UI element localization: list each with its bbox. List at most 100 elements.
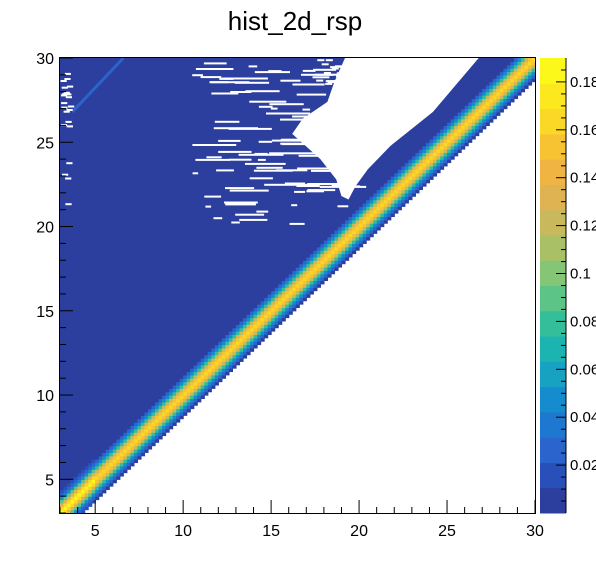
heat-cell bbox=[179, 337, 184, 342]
heat-cell bbox=[91, 438, 96, 443]
heat-cell bbox=[116, 219, 121, 224]
heat-cell bbox=[116, 277, 121, 282]
heat-cell bbox=[285, 293, 290, 298]
heat-cell bbox=[334, 209, 339, 214]
heat-cell bbox=[84, 300, 89, 305]
heat-cell bbox=[74, 418, 79, 423]
heat-cell bbox=[197, 283, 202, 288]
heat-cell bbox=[172, 290, 177, 295]
heat-cell bbox=[387, 216, 392, 221]
heat-cell bbox=[341, 243, 346, 248]
heat-cell bbox=[281, 240, 286, 244]
heat-cell bbox=[63, 408, 68, 413]
heat-cell bbox=[162, 351, 167, 356]
heat-cell bbox=[309, 270, 314, 275]
heat-cell bbox=[257, 229, 262, 234]
heat-cell bbox=[345, 229, 350, 234]
heat-cell bbox=[123, 324, 128, 329]
heat-cell bbox=[155, 226, 160, 231]
heat-cell bbox=[77, 317, 82, 322]
heat-cell bbox=[239, 216, 244, 221]
heat-cell bbox=[323, 266, 329, 271]
heat-cell bbox=[70, 273, 75, 278]
heat-cell bbox=[211, 357, 216, 362]
heat-cell bbox=[63, 290, 68, 295]
heat-cell bbox=[155, 391, 160, 396]
heat-cell bbox=[313, 240, 318, 244]
heat-cell bbox=[63, 253, 68, 258]
heat-cell bbox=[112, 384, 117, 389]
heat-cell bbox=[337, 226, 343, 231]
heat-cell bbox=[211, 223, 216, 228]
heat-cell bbox=[144, 364, 149, 369]
heat-cell bbox=[116, 324, 121, 329]
heat-cell bbox=[246, 314, 251, 319]
heat-cell bbox=[137, 371, 142, 376]
heat-cell bbox=[126, 374, 131, 379]
heat-cell bbox=[271, 219, 276, 224]
heat-cell bbox=[140, 250, 146, 255]
heat-cell bbox=[253, 206, 258, 211]
heat-cell bbox=[102, 290, 107, 295]
heat-cell bbox=[133, 206, 139, 211]
heat-cell bbox=[246, 246, 251, 251]
heat-cell bbox=[278, 229, 283, 234]
heat-cell bbox=[77, 290, 82, 295]
heat-cell bbox=[119, 307, 124, 312]
heat-cell bbox=[190, 223, 195, 228]
heat-cell bbox=[253, 270, 258, 275]
heat-cell bbox=[176, 317, 181, 322]
heat-cell bbox=[169, 206, 174, 211]
heat-cell bbox=[246, 324, 251, 329]
heat-cell bbox=[95, 253, 100, 258]
heat-cell bbox=[112, 418, 117, 423]
heat-cell bbox=[162, 384, 167, 389]
heat-cell bbox=[186, 371, 191, 376]
heat-cell bbox=[70, 219, 75, 224]
heat-cell bbox=[116, 263, 121, 268]
heat-cell bbox=[151, 273, 156, 278]
heat-cell bbox=[126, 368, 131, 373]
heat-cell bbox=[193, 297, 198, 302]
heat-cell bbox=[309, 202, 314, 207]
heat-cell bbox=[119, 428, 124, 433]
heat-cell bbox=[95, 206, 100, 211]
heat-cell bbox=[67, 293, 72, 298]
heat-cell bbox=[179, 391, 184, 396]
heat-cell bbox=[239, 344, 244, 349]
heat-cell bbox=[88, 405, 93, 410]
heat-cell bbox=[207, 290, 212, 295]
heat-cell bbox=[81, 482, 86, 487]
heat-cell bbox=[232, 293, 237, 298]
heat-cell bbox=[162, 236, 167, 241]
heat-cell bbox=[98, 384, 103, 389]
heat-cell bbox=[116, 459, 121, 464]
heat-cell bbox=[63, 219, 68, 224]
heat-cell bbox=[165, 347, 170, 352]
heat-cell bbox=[95, 428, 100, 433]
heat-cell bbox=[77, 415, 82, 420]
heat-cell bbox=[183, 337, 188, 342]
heat-cell bbox=[77, 486, 82, 491]
heat-cell bbox=[155, 307, 160, 312]
heat-cell bbox=[102, 314, 107, 319]
heat-cell bbox=[207, 371, 212, 376]
heat-cell bbox=[221, 327, 226, 332]
heat-cell bbox=[295, 293, 300, 298]
heat-cell bbox=[165, 246, 170, 251]
heat-cell bbox=[204, 300, 209, 305]
heat-cell bbox=[169, 266, 174, 271]
heat-cell bbox=[133, 317, 139, 322]
heat-cell bbox=[271, 310, 276, 315]
heat-cell bbox=[144, 287, 149, 292]
heat-cell bbox=[253, 273, 258, 278]
heat-cell bbox=[302, 253, 307, 258]
heat-cell bbox=[112, 364, 117, 369]
heat-cell bbox=[81, 347, 86, 352]
heat-cell bbox=[77, 199, 82, 204]
heat-cell bbox=[165, 283, 170, 288]
heat-cell bbox=[193, 398, 198, 403]
heat-cell bbox=[225, 283, 230, 288]
heat-cell bbox=[250, 263, 255, 268]
heat-cell bbox=[179, 290, 184, 295]
